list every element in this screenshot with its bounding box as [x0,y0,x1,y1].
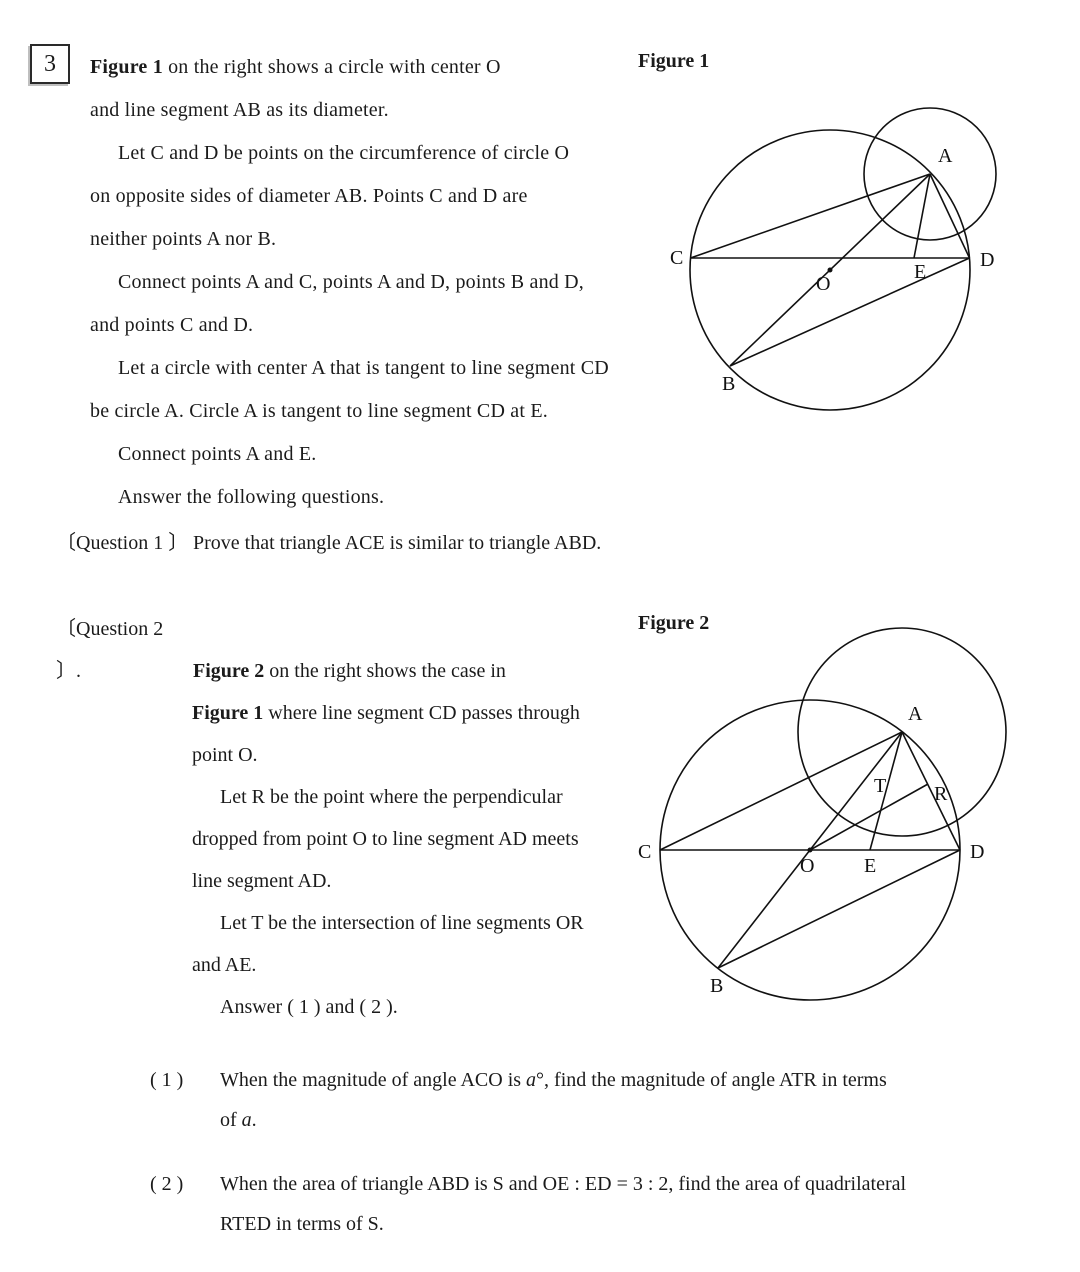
q2-fig1-ref: Figure 1 [192,702,263,724]
subpart-2-num: ( 2 ) [150,1164,220,1244]
intro-l5: neither points A nor B. [90,218,610,261]
problem-number: 3 [44,51,56,78]
q2-l4: Let R be the point where the perpendicul… [192,776,616,818]
q2-l3: point O. [192,734,616,776]
svg-text:E: E [914,261,926,283]
svg-text:R: R [934,783,948,805]
intro-l6: Connect points A and C, points A and D, … [90,261,610,304]
intro-l10: Connect points A and E. [90,433,610,476]
svg-text:B: B [710,975,723,997]
subpart-2-text: When the area of triangle ABD is S and O… [220,1164,1030,1244]
p1b: a [526,1069,536,1091]
figure-2: A B C D O E R T [600,640,1020,1020]
subpart-1-num: ( 1 ) [150,1060,220,1140]
subparts: ( 1 ) When the magnitude of angle ACO is… [150,1060,1030,1268]
fig1-ref: Figure 1 [90,56,163,78]
svg-text:D: D [980,249,994,271]
q2-l5: dropped from point O to line segment AD … [192,818,616,860]
p2b: RTED in terms of S. [220,1213,384,1235]
figure-1-svg: A B C D O E [640,80,1020,400]
svg-text:T: T [874,775,886,797]
p1a: When the magnitude of angle ACO is [220,1069,526,1091]
figure-1: A B C D O E [640,80,1020,400]
q1-label: 〔Question 1 〕 [56,526,188,555]
question-2: 〔Question 2 〕. Figure 2 on the right sho… [56,608,616,1028]
svg-text:O: O [816,273,830,295]
problem-number-box: 3 [30,44,70,84]
svg-text:A: A [908,703,923,725]
q2-label: 〔Question 2 〕. [56,608,188,692]
question-1: 〔Question 1 〕 Prove that triangle ACE is… [56,526,956,555]
svg-text:C: C [638,841,651,863]
svg-text:E: E [864,855,876,877]
svg-text:A: A [938,145,953,167]
svg-text:C: C [670,247,683,269]
q2-l2b: where line segment CD passes through [263,702,580,724]
q2-l7: Let T be the intersection of line segmen… [192,902,616,944]
intro-text: Figure 1 on the right shows a circle wit… [90,46,610,519]
intro-l1b: on the right shows a circle with center … [163,56,501,78]
intro-l4: on opposite sides of diameter AB. Points… [90,175,610,218]
intro-l3: Let C and D be points on the circumferen… [90,132,610,175]
figure-1-title: Figure 1 [638,50,709,73]
intro-l7: and points C and D. [90,304,610,347]
intro-l11: Answer the following questions. [90,476,610,519]
page: 3 Figure 1 on the right shows a circle w… [0,0,1080,1272]
p1e: a [242,1109,252,1131]
q1-text: Prove that triangle ACE is similar to tr… [193,532,601,554]
intro-l9: be circle A. Circle A is tangent to line… [90,390,610,433]
subpart-1-text: When the magnitude of angle ACO is a°, f… [220,1060,1030,1140]
q2-l9: Answer ( 1 ) and ( 2 ). [192,986,616,1028]
figure-2-title: Figure 2 [638,612,709,635]
figure-2-svg: A B C D O E R T [600,640,1020,1020]
intro-l2: and line segment AB as its diameter. [90,89,610,132]
p2a: When the area of triangle ABD is S and O… [220,1173,906,1195]
subpart-1: ( 1 ) When the magnitude of angle ACO is… [150,1060,1030,1140]
p1c: °, find the magnitude of angle ATR in te… [536,1069,887,1091]
p1f: . [252,1109,257,1131]
subpart-2: ( 2 ) When the area of triangle ABD is S… [150,1164,1030,1244]
svg-text:O: O [800,855,814,877]
p1d: of [220,1109,242,1131]
svg-text:D: D [970,841,984,863]
q2-fig2-ref: Figure 2 [193,660,264,682]
intro-l8: Let a circle with center A that is tange… [90,347,610,390]
svg-text:B: B [722,373,735,395]
q2-l8: and AE. [192,944,616,986]
q2-l1b: on the right shows the case in [264,660,506,682]
q2-l6: line segment AD. [192,860,616,902]
